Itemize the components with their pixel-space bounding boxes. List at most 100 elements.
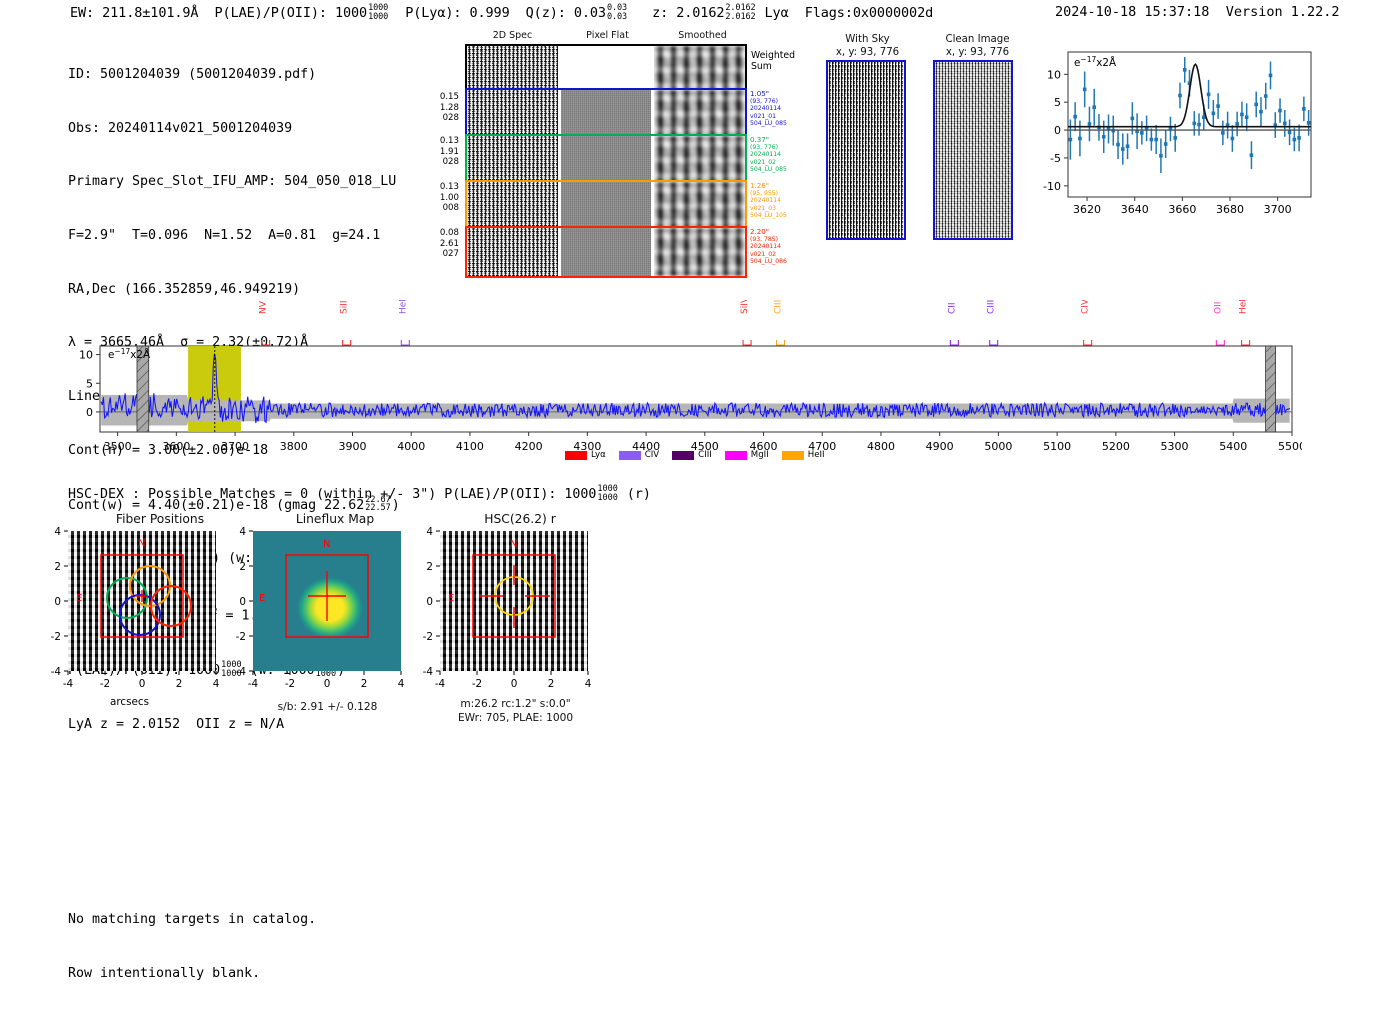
strip-3-left-stats: 0.13 1.00 008: [419, 182, 459, 214]
exposure-strip-3[interactable]: [465, 180, 747, 232]
strip-1-meta-3: v021_01: [750, 112, 777, 120]
svg-text:10: 10: [79, 349, 93, 362]
svg-text:4100: 4100: [456, 440, 484, 453]
spectral-line-label-nv-0: NV: [259, 300, 269, 314]
svg-text:0: 0: [1054, 124, 1061, 137]
spectrum-legend: Lyα CIV CIII MgII HeII: [565, 450, 825, 460]
emission-line-zoom-plot[interactable]: e−17x2Å 3620 3640 3660 3680 3700 -10 -5 0 5 10: [1040, 48, 1318, 233]
strip-4-meta-3: v021_02: [750, 250, 777, 258]
svg-text:0: 0: [54, 596, 61, 608]
with-sky-cutout[interactable]: [826, 60, 906, 240]
strip-1-pixelflat: [560, 90, 652, 138]
elixer-report-page: EW: 211.8±101.9Å P(LAE)/P(OII): 1000 1000…: [51, 4, 1340, 981]
hsc-dex-match-line: HSC-DEX : Possible Matches = 0 (within +…: [68, 485, 651, 503]
strip-2-smoothed: [654, 136, 745, 184]
strip-3-stat-2: 008: [442, 203, 459, 214]
weighted-sum-strip[interactable]: [465, 44, 747, 96]
strip-3-meta-4: 504_LU_105: [750, 212, 787, 220]
svg-text:3700: 3700: [1264, 203, 1292, 216]
strip-3-meta-2: 20240114: [750, 197, 782, 205]
clean-image-cutout[interactable]: [933, 60, 1013, 240]
svg-text:3640: 3640: [1121, 203, 1149, 216]
footer-line-2: Row intentionally blank.: [68, 966, 261, 981]
hsc-sub-labels: m:26.2 rc:1.2" s:0.0" EWr: 705, PLAE: 10…: [428, 697, 603, 725]
z-value: 2.0162: [676, 4, 725, 21]
with-sky-title-line2: x, y: 93, 776: [835, 46, 900, 58]
strip-1-stat-1: 1.28: [439, 102, 459, 113]
fiber-xaxis-label: arcsecs: [110, 696, 150, 708]
svg-text:-4: -4: [236, 666, 247, 678]
strip-4-gap-2: [651, 228, 655, 276]
z-sub: 2.0162: [725, 11, 756, 22]
svg-text:2: 2: [176, 678, 183, 690]
ew-label: EW:: [70, 4, 95, 21]
legend-swatch-heii: [781, 450, 804, 460]
header-timestamp-version: 2024-10-18 15:37:18 Version 1.22.2: [1055, 4, 1340, 20]
spectral-line-label-siiv-3: SiIV: [740, 300, 750, 314]
fiber-circle-red: [150, 585, 192, 627]
svg-text:-2: -2: [51, 631, 61, 643]
svg-text:3660: 3660: [1168, 203, 1196, 216]
plae-value: 1000: [334, 4, 368, 21]
svg-text:-2: -2: [236, 631, 246, 643]
svg-text:3620: 3620: [1073, 203, 1101, 216]
strip-1-left-stats: 0.15 1.28 028: [419, 92, 459, 124]
svg-text:5100: 5100: [1043, 440, 1071, 453]
strip-2-meta-4: 504_LU_085: [750, 166, 787, 174]
z-label: z:: [652, 4, 669, 21]
svg-text:0: 0: [139, 678, 146, 690]
info-plae-errors-1: 1000 1000: [221, 661, 241, 679]
spectral-line-label-heii-2: HeII: [398, 300, 408, 314]
strip-3-meta-1: (95, 955): [750, 189, 779, 197]
footer-notes: No matching targets in catalog. Row inte…: [68, 875, 316, 1019]
compass-e-hsc: E: [448, 593, 454, 604]
svg-text:-4: -4: [51, 666, 62, 678]
svg-text:4600: 4600: [750, 440, 778, 453]
strip-2-pixelflat: [560, 136, 652, 184]
gmag-sub: 22.57: [365, 503, 391, 514]
strip-4-stat-2: 027: [442, 249, 459, 260]
strip-2-gap-1: [557, 136, 561, 184]
fiber-positions-image[interactable]: N E: [68, 531, 216, 671]
full-spectrum-plot[interactable]: NVSiIIHeIISiIVCIIICIICIIICIVOIIHeIICIIMg…: [70, 300, 1302, 468]
plae-label: P(LAE)/P(OII):: [214, 4, 327, 21]
strip-4-meta-0: 2.20": [750, 227, 770, 236]
legend-label-civ: CIV: [644, 450, 660, 460]
svg-text:0: 0: [511, 678, 518, 690]
svg-text:-2: -2: [100, 678, 110, 690]
svg-text:3700: 3700: [221, 440, 249, 453]
hsc-image[interactable]: N E: [440, 531, 588, 671]
strip-1-gap-2: [651, 90, 655, 138]
compass-n-lineflux: N: [323, 539, 330, 550]
exposure-strip-1[interactable]: [465, 88, 747, 140]
info-radec: RA,Dec (166.352859,46.949219): [68, 281, 301, 297]
strip-3-meta-3: v021_03: [750, 204, 777, 212]
fiber-positions-overlay: N E: [76, 538, 192, 638]
svg-text:0: 0: [239, 596, 246, 608]
exposure-strip-2[interactable]: [465, 134, 747, 186]
hscdex-plae-sub: 1000: [597, 492, 618, 503]
legend-item-lyα: Lyα: [565, 450, 606, 460]
strip-3-smoothed: [654, 182, 745, 230]
info-plae-sup-1: 1000: [221, 660, 242, 671]
info-cont-w-b: ): [391, 497, 400, 513]
plya-value: 0.999: [469, 4, 510, 21]
hscdex-prefix: HSC-DEX : Possible Matches = 0 (within +…: [68, 486, 557, 502]
exposure-strip-4[interactable]: [465, 226, 747, 278]
svg-text:-10: -10: [1043, 180, 1061, 193]
lineflux-map-image[interactable]: N E: [253, 531, 401, 671]
qz-sub: 0.03: [606, 11, 628, 22]
spectral-line-label-oii-8: OII: [1213, 302, 1223, 314]
strip-4-stat-0: 0.08: [439, 228, 459, 238]
legend-label-lyα: Lyα: [591, 450, 606, 460]
svg-text:5: 5: [86, 377, 93, 390]
qz-label: Q(z):: [525, 4, 566, 21]
strip-3-stat-0: 0.13: [439, 182, 459, 192]
clean-image-title-line2: x, y: 93, 776: [945, 46, 1010, 58]
svg-text:-2: -2: [472, 678, 482, 690]
plae-errors: 1000 1000: [368, 4, 388, 22]
strip-2-meta-0: 0.37": [750, 135, 770, 144]
strip-1-stat-0: 0.15: [439, 92, 459, 102]
report-version: Version 1.22.2: [1225, 4, 1340, 20]
weighted-sum-pixelflat: [560, 46, 652, 94]
